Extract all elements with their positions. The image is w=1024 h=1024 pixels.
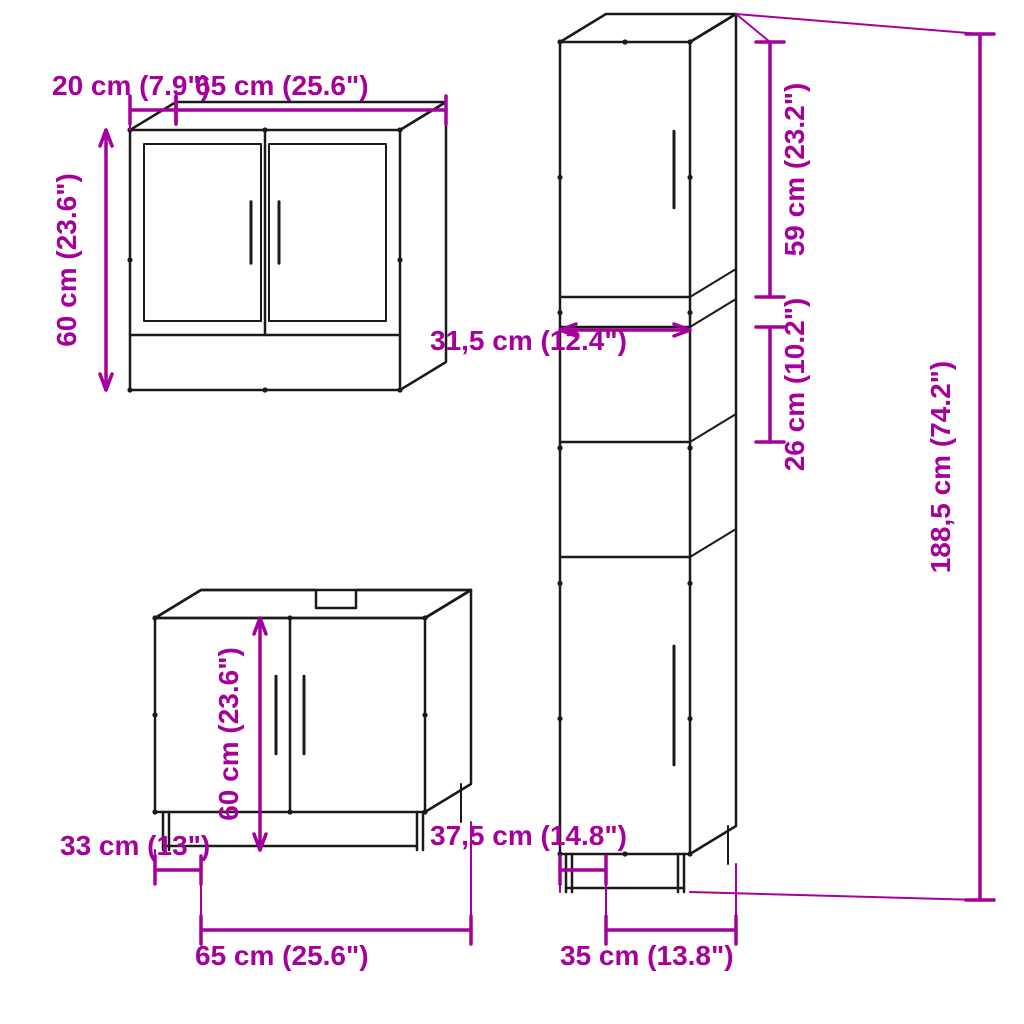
furniture-dimension-diagram: 20 cm (7.9")65 cm (25.6")60 cm (23.6")60… [0,0,1024,1024]
dim-20cm: 20 cm (7.9") [52,70,210,101]
dim-31-5cm: 31,5 cm (12.4") [430,325,627,356]
tall-cabinet [557,14,736,892]
wall-cabinet [127,102,446,393]
dim-37-5cm: 37,5 cm (14.8") [430,820,627,851]
dim-60cm-floor: 60 cm (23.6") [213,647,244,821]
dim-59cm: 59 cm (23.2") [779,83,810,257]
dim-188-5cm: 188,5 cm (74.2") [925,361,956,574]
dim-65cm-bottom: 65 cm (25.6") [195,940,369,971]
dim-33cm: 33 cm (13") [60,830,210,861]
dim-35cm: 35 cm (13.8") [560,940,734,971]
floor-cabinet [152,590,471,850]
dim-60cm-wall: 60 cm (23.6") [51,173,82,347]
dim-26cm: 26 cm (10.2") [779,298,810,472]
dim-65cm-top: 65 cm (25.6") [195,70,369,101]
